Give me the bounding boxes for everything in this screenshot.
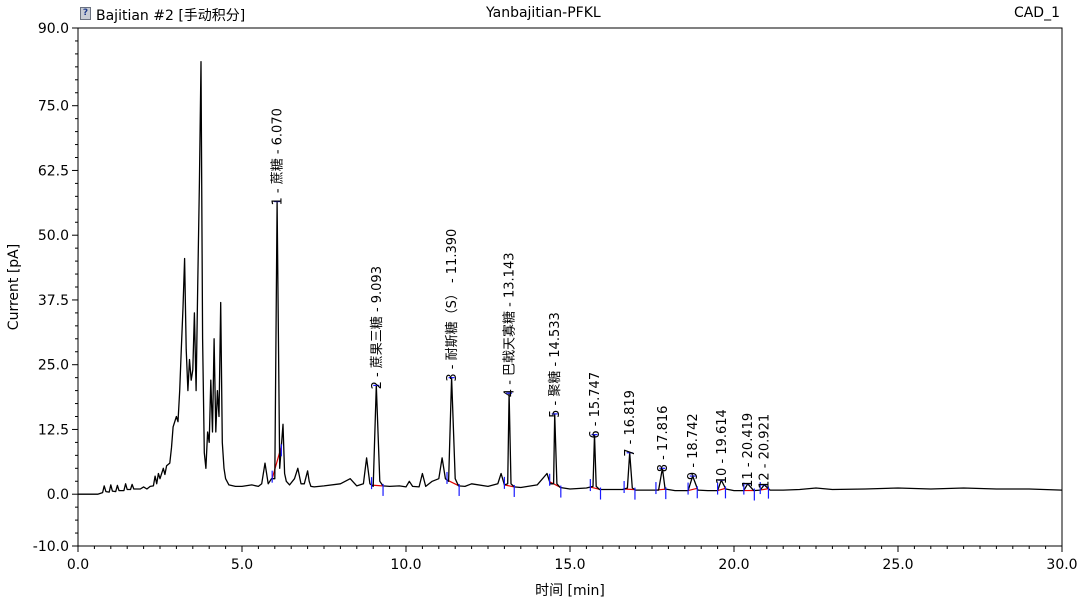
sequence-name-label: Yanbajitian-PFKL xyxy=(486,5,601,21)
x-tick-label: 15.0 xyxy=(554,557,585,573)
y-tick-label: 75.0 xyxy=(38,99,69,115)
x-tick-label: 5.0 xyxy=(231,557,253,573)
y-axis-label: Current [pA] xyxy=(6,244,22,330)
peak-markers xyxy=(271,200,770,501)
peak-label: 7 - 16.819 xyxy=(623,390,638,457)
y-tick-label: 50.0 xyxy=(38,228,69,244)
peak-label: 2 - 蔗果三糖 - 9.093 xyxy=(369,266,385,389)
signal-trace xyxy=(78,61,1063,495)
peak-baseline xyxy=(504,484,515,488)
y-tick-label: 90.0 xyxy=(38,21,69,37)
x-tick-label: 30.0 xyxy=(1046,557,1077,573)
peak-label: 1 - 蔗糖 - 6.070 xyxy=(270,108,286,205)
report-icon[interactable]: ? xyxy=(80,7,91,20)
peak-label: 6 - 15.747 xyxy=(588,372,603,439)
peak-baseline xyxy=(717,487,726,492)
peak-label: 10 - 19.614 xyxy=(715,409,730,484)
x-tick-label: 0.0 xyxy=(67,557,89,573)
peak-labels: 1 - 蔗糖 - 6.070 2 - 蔗果三糖 - 9.093 3 - 耐斯糖（S）… xyxy=(270,108,773,489)
y-tick-label: 0.0 xyxy=(47,487,69,503)
peak-label: 12 - 20.921 xyxy=(758,414,773,489)
axes-layer: -10.0 0.0 12.5 25.0 37.5 50.0 62.5 75.0 90.0 0.0 5… xyxy=(33,21,1078,573)
peak-baseline xyxy=(760,488,769,491)
peak-label: 3 - 耐斯糖（S） - 11.390 xyxy=(444,229,460,382)
peak-label: 5 - 聚糖 - 14.533 xyxy=(547,312,563,418)
signal-trace-layer xyxy=(78,61,1063,495)
peak-label: 9 - 18.742 xyxy=(686,413,701,480)
x-tick-label: 20.0 xyxy=(718,557,749,573)
x-tick-label: 10.0 xyxy=(390,557,421,573)
y-tick-label: 25.0 xyxy=(38,358,69,374)
x-tick-label: 25.0 xyxy=(882,557,913,573)
chromatogram-header: ? Bajitian #2 [手动积分] Yanbajitian-PFKL CA… xyxy=(0,0,1080,24)
peak-label: 11 - 20.419 xyxy=(741,413,756,488)
y-tick-label: 12.5 xyxy=(38,422,69,438)
peak-label: 8 - 17.816 xyxy=(656,406,671,473)
x-axis-label: 时间 [min] xyxy=(535,583,605,599)
integration-baselines xyxy=(271,446,769,492)
plot-frame xyxy=(77,27,1063,547)
y-tick-label: -10.0 xyxy=(33,539,69,555)
peak-baseline xyxy=(687,487,698,492)
channel-name-label: CAD_1 xyxy=(1013,5,1060,21)
y-tick-label: 62.5 xyxy=(38,163,69,179)
y-tick-label: 37.5 xyxy=(38,293,69,309)
peak-label: 4 - 巴戟天寡糖 - 13.143 xyxy=(502,253,518,398)
sample-name-label: Bajitian #2 [手动积分] xyxy=(96,8,246,24)
